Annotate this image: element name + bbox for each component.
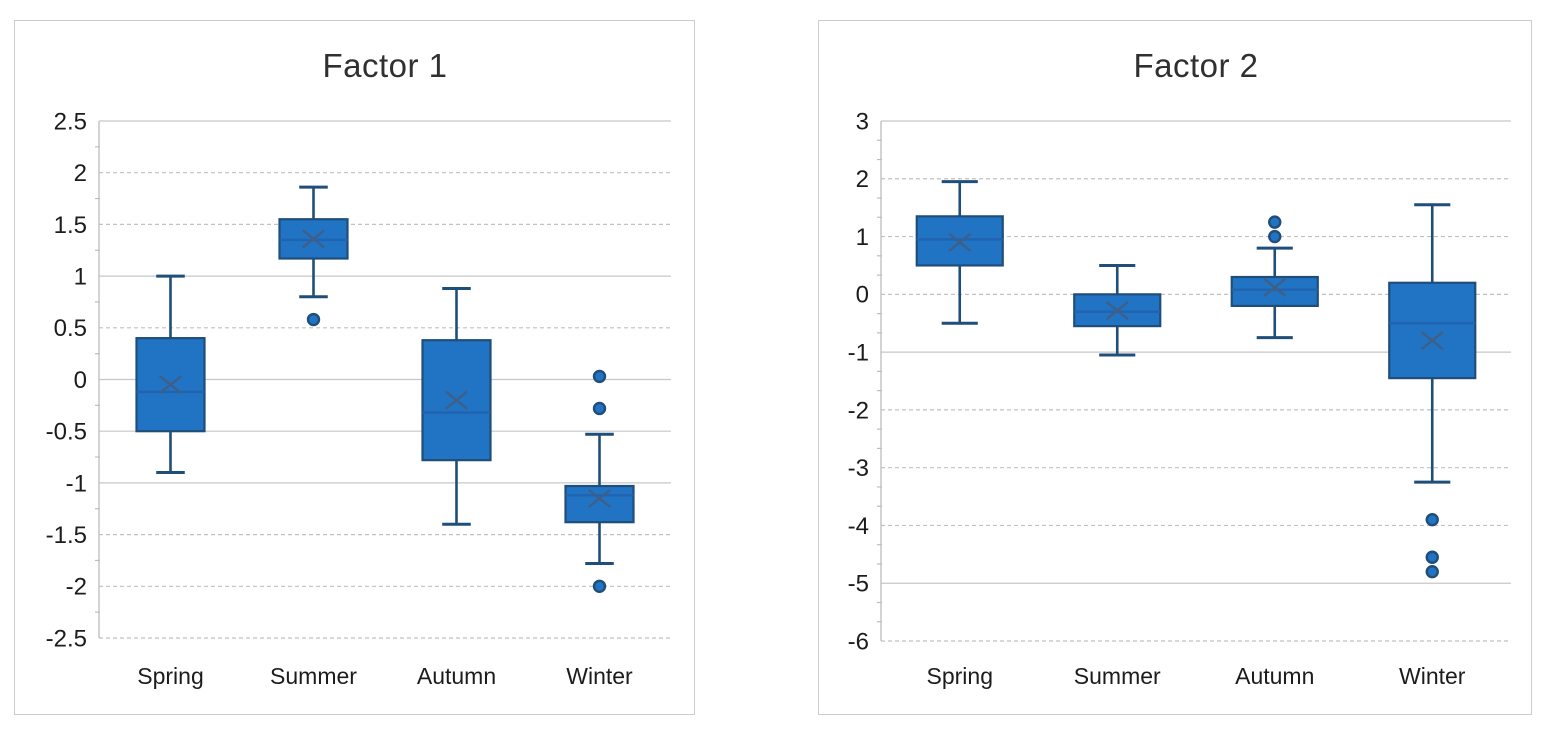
mean-x-marker	[445, 390, 468, 410]
y-tick-label: 0.5	[54, 315, 87, 342]
y-tick-label: 2.5	[54, 108, 87, 135]
y-tick-label: 0	[856, 282, 869, 309]
y-axis: 3 2 1 0 -1 -2 -3 -4 -5 -6	[848, 108, 882, 655]
box-group-spring	[915, 180, 1004, 325]
iqr-box	[564, 484, 635, 524]
y-tick-label: -0.5	[46, 419, 87, 446]
outlier-point	[1268, 215, 1282, 229]
y-tick-label: 1	[74, 264, 87, 291]
category-label-spring: Spring	[927, 663, 993, 689]
y-tick-label: -1.5	[46, 522, 87, 549]
y-tick-label: -2	[66, 574, 87, 601]
box-series	[135, 185, 635, 593]
y-tick-label: 1	[856, 224, 869, 251]
box-group-summer	[278, 185, 349, 327]
category-axis-labels: Spring Summer Autumn Winter	[927, 663, 1466, 689]
box-group-winter	[1388, 203, 1477, 579]
outlier-point	[1268, 229, 1282, 244]
category-axis-labels: Spring Summer Autumn Winter	[137, 663, 633, 689]
outlier-point	[306, 312, 321, 327]
mean-x-marker	[1106, 301, 1129, 320]
box-group-spring	[135, 274, 206, 475]
outlier-point	[592, 401, 607, 416]
box-group-winter	[564, 369, 635, 593]
y-tick-label: -2	[848, 397, 869, 424]
gridlines	[881, 120, 1511, 642]
iqr-box	[1230, 275, 1319, 307]
y-tick-label: -4	[848, 513, 869, 540]
mean-x-marker	[1263, 278, 1286, 297]
box-group-summer	[1073, 263, 1162, 357]
chart-panel-factor-2: Factor 2 3 2 1 0 -1 -2 -3 -4 -5 -6 Spring Summer Aut…	[818, 20, 1532, 715]
outlier-point	[1425, 512, 1439, 527]
category-label-winter: Winter	[566, 663, 633, 689]
category-label-summer: Summer	[1074, 663, 1161, 689]
chart-title-factor-2: Factor 2	[1133, 47, 1259, 84]
y-axis: 2.5 2 1.5 1 0.5 0 -0.5 -1 -1.5 -2 -2.5	[46, 108, 100, 652]
y-tick-label: 0	[74, 367, 87, 394]
category-label-autumn: Autumn	[417, 663, 496, 689]
mean-x-marker	[948, 233, 971, 252]
category-label-winter: Winter	[1399, 663, 1466, 689]
y-tick-label: -6	[848, 628, 869, 655]
mean-x-marker	[1421, 331, 1444, 350]
chart-title-factor-1: Factor 1	[322, 47, 448, 84]
boxplot-factor-1: 2.5 2 1.5 1 0.5 0 -0.5 -1 -1.5 -2 -2.5 Spring Summer…	[46, 108, 671, 689]
y-tick-label: 2	[856, 166, 869, 193]
category-label-spring: Spring	[137, 663, 203, 689]
mean-x-marker	[159, 375, 182, 394]
outlier-point	[592, 579, 607, 593]
y-tick-label: 2	[74, 160, 87, 187]
mean-x-marker	[302, 229, 325, 249]
y-tick-label: -2.5	[46, 625, 87, 652]
box-group-autumn	[421, 287, 492, 526]
y-tick-label: -1	[66, 470, 87, 497]
y-tick-label: -3	[848, 455, 869, 482]
y-tick-label: 3	[856, 108, 869, 135]
y-tick-label: -5	[848, 571, 869, 598]
mean-x-marker	[588, 489, 611, 508]
category-label-autumn: Autumn	[1235, 663, 1314, 689]
category-label-summer: Summer	[270, 663, 357, 689]
y-tick-label: -1	[848, 340, 869, 367]
y-tick-label: 1.5	[54, 212, 87, 239]
boxplot-factor-2: 3 2 1 0 -1 -2 -3 -4 -5 -6 Spring Summer Autumn Winter	[848, 108, 1511, 689]
box-group-autumn	[1230, 215, 1319, 340]
outlier-point	[1425, 550, 1439, 564]
box-series	[915, 180, 1477, 579]
chart-panel-factor-1: Factor 1 2.5 2 1.5 1 0.5 0 -0.5 -1 -1.5 -2 -2.5 Spr…	[14, 20, 695, 715]
outlier-point	[592, 369, 607, 384]
outlier-point	[1425, 564, 1439, 579]
iqr-box	[1388, 281, 1477, 380]
